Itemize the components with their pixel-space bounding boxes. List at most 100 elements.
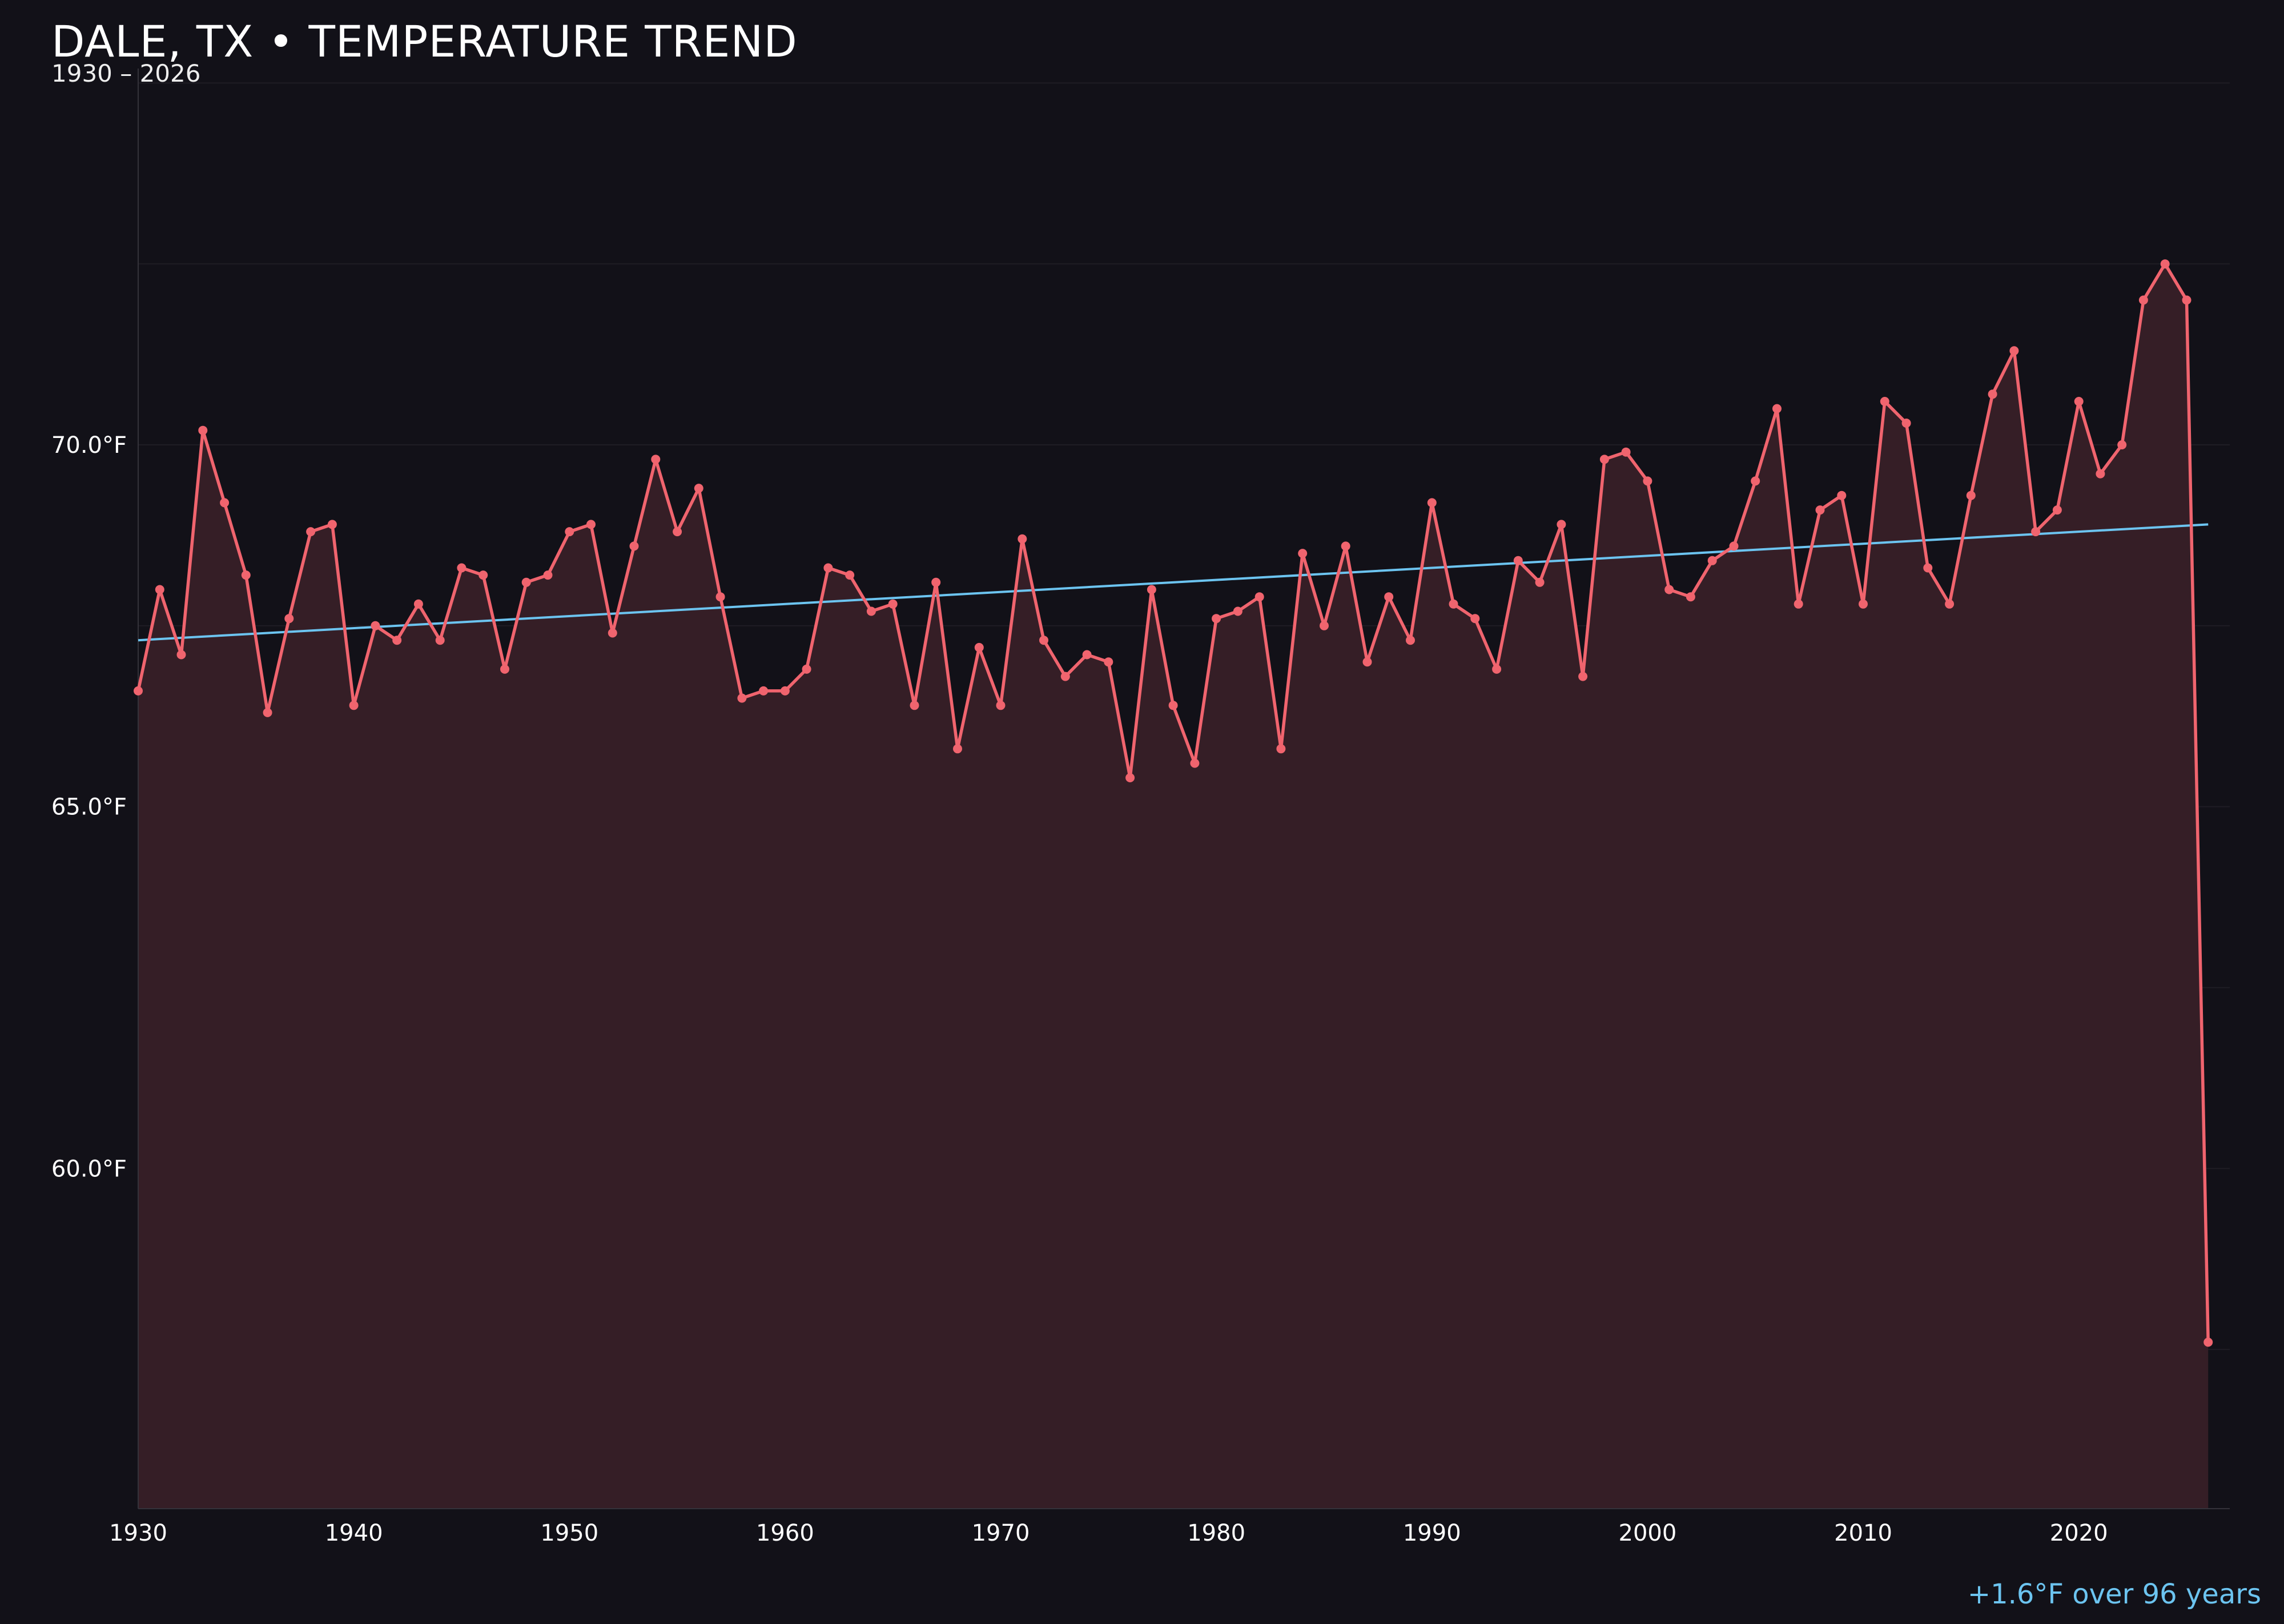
data-point-2018 [2031,527,2041,537]
data-point-1976 [1125,773,1135,782]
x-tick-label-2010: 2010 [1834,1520,1892,1546]
data-point-1991 [1449,599,1458,609]
x-tick-label-1990: 1990 [1403,1520,1461,1546]
data-point-1972 [1039,636,1048,645]
axes [138,69,2230,1509]
data-point-1946 [478,570,488,580]
data-point-1947 [500,664,509,674]
x-tick-label-2020: 2020 [2050,1520,2108,1546]
data-point-1986 [1341,541,1350,551]
data-point-1982 [1254,592,1264,602]
data-point-1952 [608,628,617,638]
data-point-1962 [823,563,833,573]
data-point-1959 [759,686,769,696]
data-point-1932 [176,650,186,660]
data-point-1964 [866,606,876,616]
data-point-1978 [1168,701,1178,710]
data-point-1949 [543,570,553,580]
data-point-1969 [974,642,984,652]
chart-title: DALE, TX • TEMPERATURE TREND [51,16,798,67]
data-point-1974 [1082,650,1092,660]
area-fill [138,264,2209,1509]
data-point-1961 [802,664,811,674]
data-point-2016 [1988,389,1997,399]
data-point-1934 [220,498,230,508]
data-point-1953 [629,541,639,551]
data-point-2004 [1729,541,1739,551]
data-point-1994 [1513,556,1523,565]
data-point-2015 [1966,491,1976,500]
data-point-1939 [327,520,337,529]
data-point-1993 [1492,664,1502,674]
data-point-1938 [306,527,316,537]
data-point-1966 [910,701,919,710]
data-point-2000 [1643,476,1652,486]
data-point-2005 [1751,476,1760,486]
data-point-2010 [1859,599,1868,609]
data-point-2003 [1707,556,1717,565]
data-point-1941 [371,621,380,630]
data-point-1940 [349,701,359,710]
data-point-2019 [2052,505,2062,515]
data-point-2024 [2160,259,2170,269]
x-tick-labels: 1930 1940 1950 1960 1970 1980 1990 2000 2010 2020 [109,1520,2108,1546]
data-point-1942 [392,636,402,645]
x-tick-label-1980: 1980 [1187,1520,1245,1546]
data-point-2012 [1901,419,1911,428]
area-path [138,264,2209,1509]
x-tick-label-1960: 1960 [756,1520,814,1546]
trend-line-path [138,523,2209,642]
data-point-1980 [1212,614,1221,624]
data-point-2013 [1923,563,1933,573]
data-point-2007 [1794,599,1803,609]
data-point-1945 [457,563,467,573]
data-point-1988 [1384,592,1394,602]
data-point-2023 [2138,295,2148,305]
data-point-2001 [1664,585,1674,594]
x-tick-label-1950: 1950 [540,1520,598,1546]
data-point-1948 [521,577,531,587]
data-point-1956 [694,484,703,493]
data-point-1990 [1427,498,1437,508]
data-point-1937 [284,614,294,624]
data-point-1992 [1470,614,1480,624]
data-point-1973 [1060,672,1070,681]
data-point-1979 [1190,758,1200,768]
trend-line [138,523,2209,642]
data-point-1960 [780,686,790,696]
data-point-1977 [1147,585,1156,594]
data-point-2002 [1686,592,1695,602]
data-point-1951 [586,520,596,529]
data-point-2025 [2182,295,2191,305]
data-point-1989 [1406,636,1415,645]
data-point-2017 [2009,346,2019,356]
x-tick-label-1970: 1970 [972,1520,1030,1546]
data-point-1983 [1276,744,1286,754]
data-point-2014 [1945,599,1955,609]
data-point-1971 [1018,534,1027,544]
data-point-1936 [263,708,272,717]
data-point-1965 [888,599,898,609]
data-point-1943 [413,599,423,609]
data-point-1995 [1535,577,1545,587]
data-point-1975 [1104,657,1113,667]
data-point-2008 [1815,505,1825,515]
data-point-1958 [737,693,747,703]
data-point-2020 [2074,397,2084,406]
data-point-1968 [953,744,962,754]
data-point-2011 [1880,397,1889,406]
data-point-2006 [1772,404,1782,413]
data-points [134,259,2213,1347]
data-point-1955 [673,527,682,537]
data-point-1984 [1298,549,1308,558]
data-point-1957 [715,592,725,602]
data-point-1996 [1557,520,1566,529]
data-point-1954 [651,455,661,464]
data-point-1950 [565,527,574,537]
data-point-1933 [198,425,208,435]
data-point-2022 [2117,440,2127,449]
data-point-1997 [1578,672,1588,681]
data-point-1963 [845,570,855,580]
x-tick-label-2000: 2000 [1619,1520,1677,1546]
